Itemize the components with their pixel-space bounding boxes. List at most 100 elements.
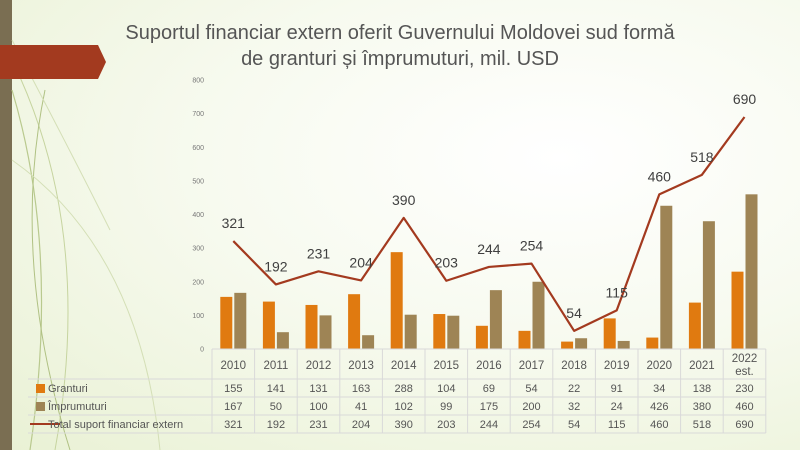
legend-label: Granturi: [48, 383, 88, 395]
line-data-label: 390: [392, 192, 416, 208]
table-cell-value: 99: [440, 401, 452, 413]
line-data-label: 321: [222, 215, 246, 231]
bar-imprumuturi: [617, 340, 630, 349]
line-data-label: 54: [566, 305, 582, 321]
table-cell-value: 321: [224, 419, 242, 431]
bar-imprumuturi: [660, 205, 673, 349]
table-cell-value: 254: [522, 419, 540, 431]
category-label: 2020: [647, 360, 673, 372]
bar-granturi: [603, 318, 616, 349]
bar-imprumuturi: [745, 194, 758, 349]
line-data-label: 690: [733, 91, 757, 107]
table-cell-value: 518: [693, 419, 711, 431]
decorative-curve: [11, 59, 69, 450]
y-tick-label: 500: [192, 178, 204, 185]
y-tick-label: 100: [192, 313, 204, 320]
table-cell-value: 244: [480, 419, 498, 431]
table-cell-value: 91: [611, 383, 623, 395]
table-cell-value: 34: [653, 383, 665, 395]
y-tick-label: 400: [192, 212, 204, 219]
bar-imprumuturi: [489, 290, 502, 349]
bar-granturi: [433, 314, 446, 349]
table-cell-value: 102: [395, 401, 413, 413]
table-cell-value: 460: [735, 401, 753, 413]
category-label: 2013: [348, 360, 374, 372]
bar-granturi: [731, 271, 744, 349]
table-cell-value: 192: [267, 419, 285, 431]
bar-granturi: [518, 330, 531, 349]
title-line-2: de granturi și împrumuturi, mil. USD: [241, 48, 559, 70]
table-cell-value: 230: [735, 383, 753, 395]
table-cell-value: 54: [568, 419, 580, 431]
category-label: 2011: [264, 360, 289, 372]
category-label: 2018: [561, 360, 587, 372]
table-cell-value: 690: [735, 419, 753, 431]
accent-band: [0, 0, 12, 450]
line-data-label: 204: [349, 254, 373, 270]
series-line-total: [232, 116, 746, 332]
bar-imprumuturi: [404, 314, 417, 349]
bar-imprumuturi: [234, 292, 247, 349]
table-cell-value: 24: [611, 401, 623, 413]
title-ribbon: [0, 45, 106, 79]
bar-granturi: [561, 341, 574, 349]
line-data-label: 203: [435, 255, 459, 271]
y-tick-label: 300: [192, 246, 204, 253]
legend-key-granturi: [36, 384, 45, 393]
bar-imprumuturi: [575, 338, 588, 349]
legend-label: Împrumuturi: [47, 400, 107, 413]
table-cell-value: 426: [650, 401, 668, 413]
category-label: 2019: [604, 360, 630, 372]
bar-imprumuturi: [319, 315, 332, 349]
y-tick-label: 200: [192, 279, 204, 286]
bar-granturi: [390, 252, 403, 349]
bar-imprumuturi: [702, 221, 715, 349]
category-label: 2021: [689, 360, 715, 372]
table-cell-value: 131: [309, 383, 327, 395]
table-cell-value: 155: [224, 383, 242, 395]
decorative-curve: [11, 159, 161, 450]
bar-imprumuturi: [447, 315, 460, 349]
bar-imprumuturi: [532, 281, 545, 349]
y-tick-label: 700: [192, 111, 204, 118]
line-data-label: 115: [606, 284, 629, 300]
table-cell-value: 100: [309, 401, 327, 413]
y-tick-label: 800: [192, 78, 204, 85]
table-cell-value: 138: [693, 383, 711, 395]
table-cell-value: 104: [437, 383, 455, 395]
table-cell-value: 22: [568, 383, 580, 395]
line-data-label: 244: [477, 241, 501, 257]
bar-granturi: [646, 337, 659, 349]
table-cell-value: 141: [267, 383, 285, 395]
category-label: 2022: [732, 353, 758, 365]
bar-granturi: [305, 304, 318, 349]
title-line-1: Suportul financiar extern oferit Guvernu…: [125, 22, 675, 44]
bar-granturi: [475, 325, 488, 349]
category-label: 2014: [391, 360, 417, 372]
category-label: est.: [735, 366, 754, 378]
y-tick-label: 600: [192, 145, 204, 152]
category-label: 2017: [519, 360, 545, 372]
page-title: Suportul financiar extern oferit Guvernu…: [60, 20, 740, 72]
decorative-curve: [31, 89, 71, 450]
table-cell-value: 231: [309, 419, 327, 431]
table-cell-value: 200: [522, 401, 540, 413]
table-cell-value: 288: [395, 383, 413, 395]
bar-imprumuturi: [276, 332, 289, 349]
bar-granturi: [348, 294, 361, 349]
line-data-label: 460: [648, 168, 672, 184]
table-cell-value: 203: [437, 419, 455, 431]
bar-imprumuturi: [362, 335, 375, 349]
category-label: 2015: [434, 360, 460, 372]
category-label: 2010: [221, 360, 247, 372]
bar-granturi: [688, 302, 701, 349]
table-cell-value: 163: [352, 383, 370, 395]
line-data-label: 192: [264, 258, 288, 274]
table-cell-value: 50: [270, 401, 282, 413]
table-cell-value: 69: [483, 383, 495, 395]
bar-granturi: [262, 301, 275, 349]
table-cell-value: 41: [355, 401, 367, 413]
table-cell-value: 115: [608, 419, 626, 431]
